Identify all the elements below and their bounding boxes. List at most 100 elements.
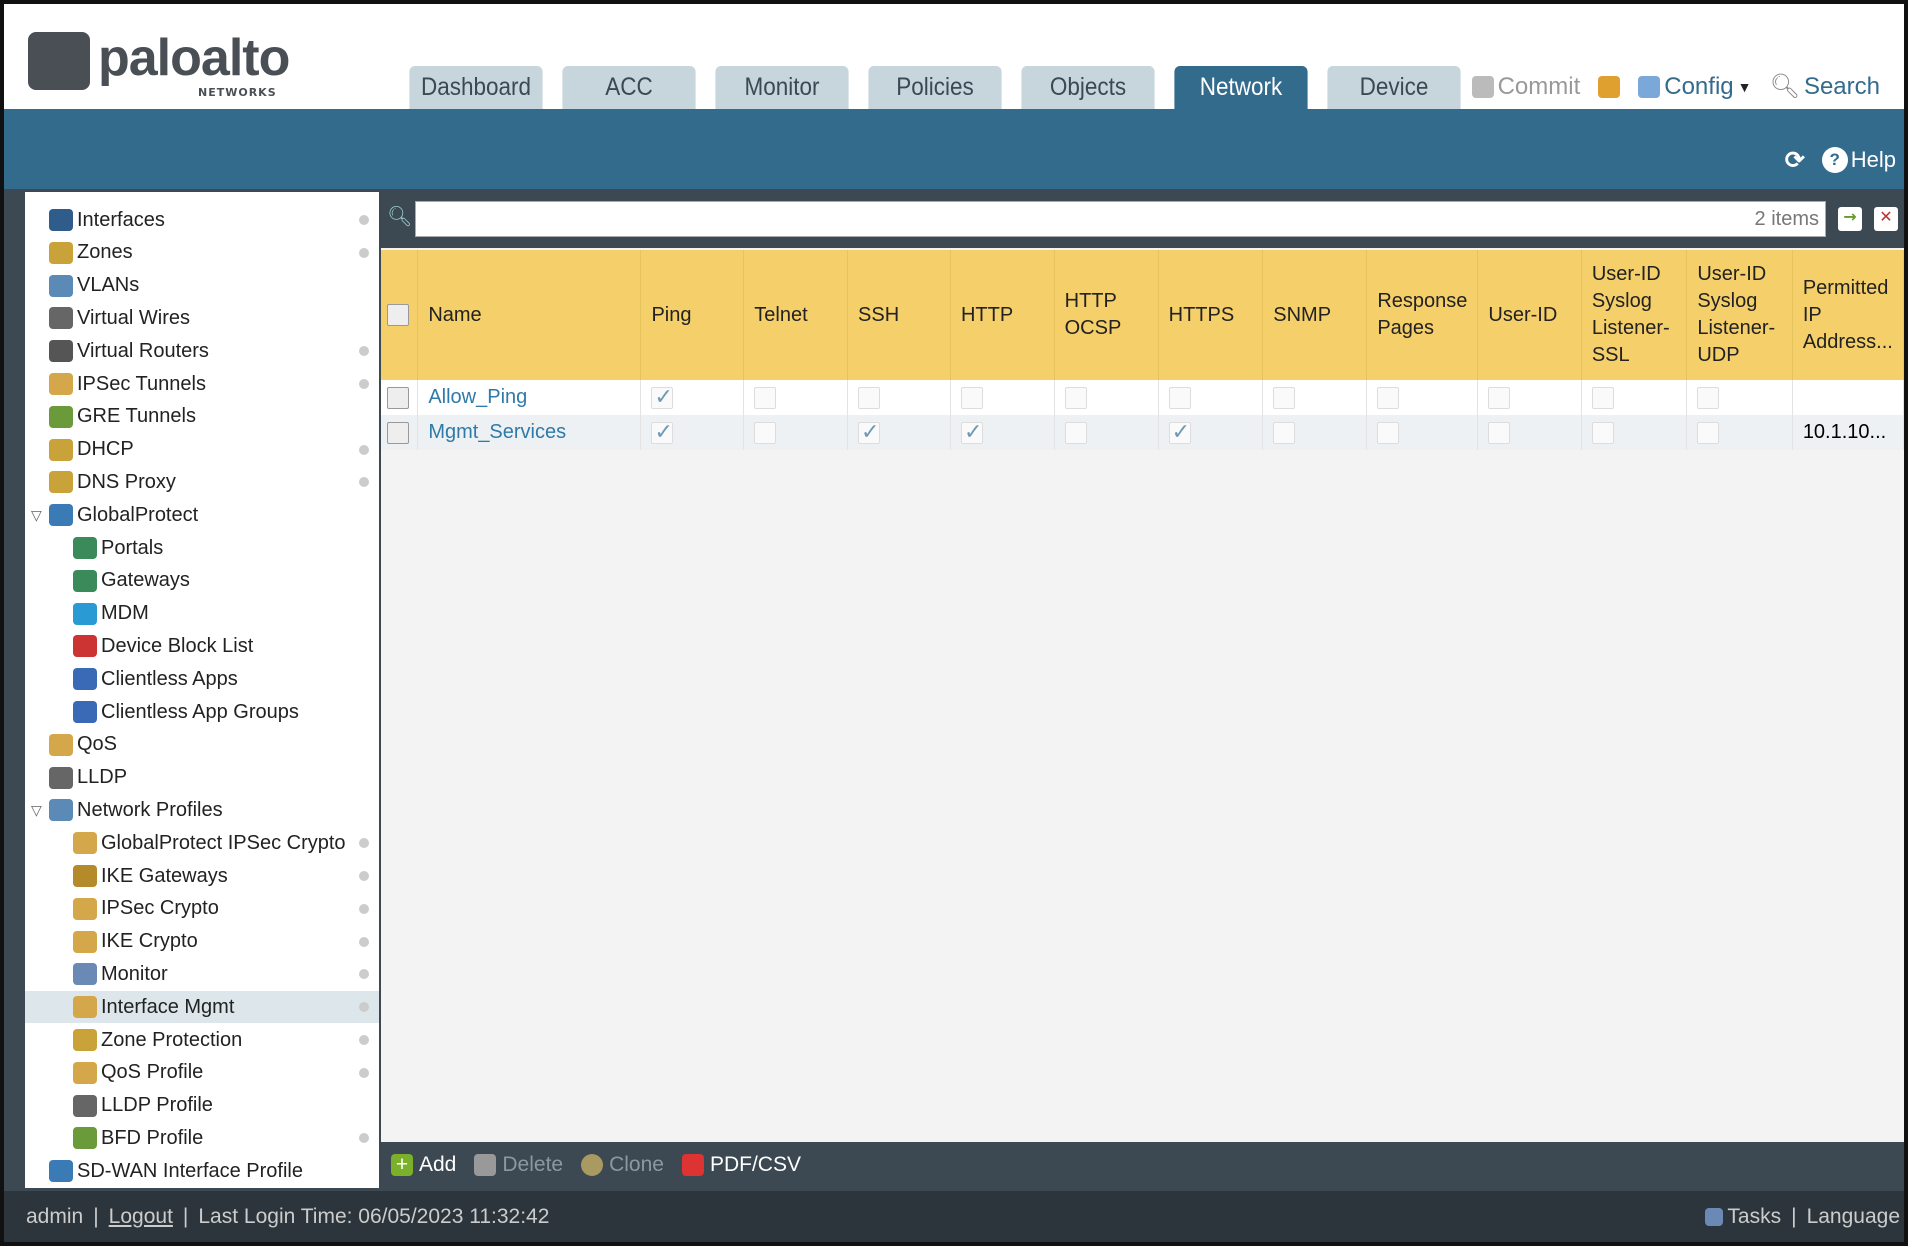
apply-filter-icon[interactable]: →: [1838, 207, 1862, 231]
expand-triangle-icon[interactable]: ▽: [31, 506, 42, 523]
sidebar-item-sd-wan-interface-profile[interactable]: SD-WAN Interface Profile: [25, 1155, 379, 1187]
sidebar-item-lldp-profile[interactable]: LLDP Profile: [25, 1090, 379, 1122]
sidebar-item-label: Device Block List: [101, 634, 254, 657]
status-footer: admin | Logout | Last Login Time: 06/05/20…: [4, 1191, 1904, 1242]
config-menu[interactable]: Config ▼: [1638, 73, 1751, 101]
logo-subtext: NETWORKS: [198, 86, 277, 99]
column-header[interactable]: HTTP OCSP: [1054, 250, 1159, 380]
tab-network[interactable]: Network: [1174, 66, 1308, 109]
row-checkbox[interactable]: [387, 386, 409, 409]
tab-objects[interactable]: Objects: [1021, 66, 1155, 109]
tab-acc[interactable]: ACC: [562, 66, 696, 109]
config-icon: [1638, 75, 1661, 98]
column-header[interactable]: HTTP: [950, 250, 1055, 380]
sidebar-item-lldp[interactable]: LLDP: [25, 762, 379, 794]
sidebar-item-bfd-profile[interactable]: BFD Profile: [25, 1122, 379, 1154]
sidebar-item-dns-proxy[interactable]: DNS Proxy: [25, 466, 379, 498]
column-header[interactable]: Telnet: [743, 250, 849, 380]
column-header[interactable]: Permitted IP Address...: [1792, 250, 1904, 380]
column-header[interactable]: SSH: [847, 250, 951, 380]
column-header[interactable]: User-ID Syslog Listener- SSL: [1581, 250, 1688, 380]
sidebar-item-ipsec-crypto[interactable]: IPSec Crypto: [25, 893, 379, 925]
clone-button[interactable]: Clone: [581, 1153, 664, 1177]
service-checkbox: [754, 421, 777, 444]
sidebar-item-portals[interactable]: Portals: [25, 532, 379, 564]
sidebar-item-dhcp[interactable]: DHCP: [25, 434, 379, 466]
interface-mgmt-table: Name Ping Telnet SSH HTTP HTTP OCSP HTTPS SNMP Re…: [381, 250, 1904, 450]
sidebar-item-globalprotect-ipsec-crypto[interactable]: GlobalProtect IPSec Crypto: [25, 827, 379, 859]
name-cell: Mgmt_Services: [417, 415, 642, 450]
sidebar-item-clientless-apps[interactable]: Clientless Apps: [25, 663, 379, 695]
filter-input[interactable]: 2 items: [415, 201, 1826, 237]
sidebar-item-gre-tunnels[interactable]: GRE Tunnels: [25, 401, 379, 433]
expand-triangle-icon[interactable]: ▽: [31, 801, 42, 818]
sidebar-item-icon: [73, 701, 97, 723]
sidebar-item-vlans[interactable]: VLANs: [25, 270, 379, 302]
sidebar-item-label: GRE Tunnels: [77, 405, 196, 428]
sidebar-item-ipsec-tunnels[interactable]: IPSec Tunnels: [25, 368, 379, 400]
tab-dashboard[interactable]: Dashboard: [409, 66, 543, 109]
sidebar-item-icon: [73, 865, 97, 887]
sidebar-item-interface-mgmt[interactable]: Interface Mgmt: [25, 991, 379, 1024]
tab-policies[interactable]: Policies: [868, 66, 1002, 109]
column-header[interactable]: Ping: [640, 250, 745, 380]
help-label: Help: [1850, 147, 1896, 172]
sidebar-item-monitor[interactable]: Monitor: [25, 958, 379, 990]
sidebar-item-interfaces[interactable]: Interfaces: [25, 204, 379, 236]
main-tabs: Dashboard ACC Monitor Policies Objects Networ…: [402, 66, 1468, 109]
sidebar-item-globalprotect[interactable]: ▽ GlobalProtect: [25, 499, 379, 531]
sidebar-item-icon: [49, 438, 73, 461]
filter-row: 🔍︎ 2 items → ✕: [381, 192, 1904, 248]
service-cell: [640, 380, 745, 415]
column-header[interactable]: User-ID Syslog Listener- UDP: [1686, 250, 1793, 380]
table-row[interactable]: Mgmt_Services 10.1.10...: [381, 415, 1904, 450]
sidebar-item-zones[interactable]: Zones: [25, 237, 379, 269]
tab-device[interactable]: Device: [1327, 66, 1461, 109]
column-header[interactable]: HTTPS: [1158, 250, 1264, 380]
sidebar-item-ike-crypto[interactable]: IKE Crypto: [25, 926, 379, 958]
sidebar-item-virtual-wires[interactable]: Virtual Wires: [25, 302, 379, 334]
column-header-text: User-ID: [1697, 263, 1767, 285]
commit-button[interactable]: Commit: [1471, 73, 1580, 101]
logout-link[interactable]: Logout: [108, 1204, 173, 1228]
sidebar-item-zone-protection[interactable]: Zone Protection: [25, 1024, 379, 1056]
clear-filter-icon[interactable]: ✕: [1874, 207, 1898, 231]
tab-monitor[interactable]: Monitor: [715, 66, 849, 109]
service-cell: [847, 415, 951, 450]
tasks-label: Tasks: [1727, 1204, 1782, 1228]
pdf-csv-button[interactable]: PDF/CSV: [681, 1153, 801, 1177]
profile-name-link[interactable]: Allow_Ping: [428, 386, 528, 408]
sidebar-item-label: Clientless Apps: [101, 667, 238, 690]
sidebar-item-network-profiles[interactable]: ▽ Network Profiles: [25, 794, 379, 826]
sidebar-item-label: Zones: [77, 241, 133, 264]
sidebar-item-clientless-app-groups[interactable]: Clientless App Groups: [25, 696, 379, 728]
column-header[interactable]: User-ID: [1477, 250, 1582, 380]
tasks-button[interactable]: Tasks: [1705, 1205, 1781, 1229]
table-row[interactable]: Allow_Ping: [381, 380, 1904, 415]
profile-name-link[interactable]: Mgmt_Services: [428, 421, 567, 443]
service-cell: [743, 380, 849, 415]
search-button[interactable]: 🔍︎ Search: [1769, 72, 1880, 101]
lock-icon[interactable]: [1598, 75, 1621, 98]
select-all-checkbox[interactable]: [387, 304, 409, 327]
sidebar-item-gateways[interactable]: Gateways: [25, 565, 379, 597]
sidebar-item-mdm[interactable]: MDM: [25, 598, 379, 630]
row-checkbox[interactable]: [387, 421, 409, 444]
sidebar-item-qos[interactable]: QoS: [25, 729, 379, 761]
sidebar-item-device-block-list[interactable]: Device Block List: [25, 630, 379, 662]
refresh-icon[interactable]: ⟳: [1784, 146, 1805, 174]
sidebar-item-ike-gateways[interactable]: IKE Gateways: [25, 860, 379, 892]
column-header[interactable]: SNMP: [1262, 250, 1368, 380]
sidebar-item-label: QoS: [77, 733, 118, 756]
service-checkbox: [1168, 386, 1191, 409]
add-button[interactable]: + Add: [391, 1153, 456, 1177]
delete-button[interactable]: Delete: [474, 1153, 563, 1177]
language-button[interactable]: Language: [1806, 1204, 1900, 1228]
column-header[interactable]: Response Pages: [1366, 250, 1479, 380]
service-cell: [950, 415, 1055, 450]
sidebar-item-virtual-routers[interactable]: Virtual Routers: [25, 335, 379, 367]
column-header[interactable]: Name: [417, 250, 642, 380]
sidebar-item-qos-profile[interactable]: QoS Profile: [25, 1057, 379, 1089]
add-label: Add: [419, 1153, 457, 1176]
help-button[interactable]: ? Help: [1821, 147, 1896, 173]
